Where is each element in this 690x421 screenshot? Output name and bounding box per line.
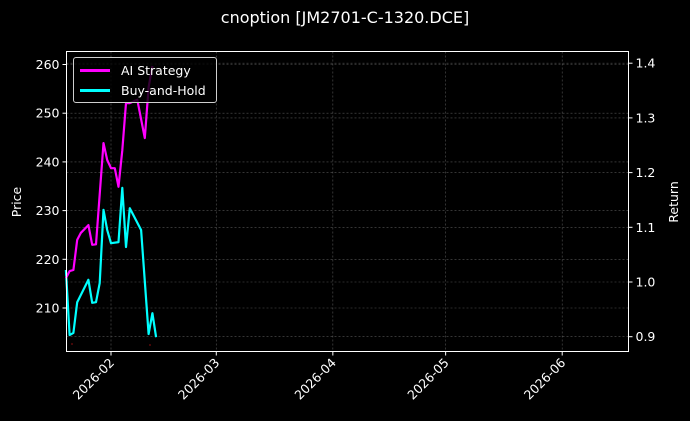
plot-frame (66, 51, 629, 352)
y-tick-label-right: 0.9 (636, 329, 656, 344)
y-tick-label-right: 1.3 (636, 110, 656, 125)
chart-title: cnoption [JM2701-C-1320.DCE] (220, 8, 470, 27)
y-tick-label-right: 1.2 (636, 165, 656, 180)
y-tick-label-right: 1.1 (636, 220, 656, 235)
legend-label: Buy-and-Hold (121, 82, 206, 98)
legend-item-ai-strategy: AI Strategy (80, 61, 191, 79)
y-axis-label-return: Return (666, 181, 681, 222)
x-tick-label: 2026-06 (521, 355, 569, 403)
y-tick-label: 250 (36, 106, 60, 121)
legend: AI Strategy Buy-and-Hold (73, 57, 217, 103)
x-tick-label: 2026-05 (404, 355, 452, 403)
x-tick-label: 2026-03 (175, 355, 223, 403)
x-axis: 2026-02 2026-03 2026-04 2026-05 2026-06 (70, 351, 569, 403)
y-tick-label-right: 1.4 (636, 56, 656, 71)
y-tick-label: 210 (36, 301, 60, 316)
legend-swatch-ai-strategy (80, 68, 110, 72)
y-tick-label: 240 (36, 154, 60, 169)
legend-swatch-buy-and-hold (80, 88, 110, 92)
legend-item-buy-and-hold: Buy-and-Hold (80, 81, 206, 99)
y-tick-label: 260 (36, 57, 60, 72)
y-axis-price: 210 220 230 240 250 260 (36, 57, 67, 316)
price-marker (149, 344, 151, 346)
price-marker (71, 343, 73, 345)
y-tick-label-right: 1.0 (636, 275, 656, 290)
grid-lines (66, 51, 629, 352)
legend-label: AI Strategy (121, 62, 191, 78)
y-tick-label: 230 (36, 203, 60, 218)
y-axis-return: 0.9 1.0 1.1 1.2 1.3 1.4 (628, 56, 656, 344)
series-line-buy-and-hold (64, 186, 158, 338)
x-tick-label: 2026-02 (70, 355, 118, 403)
x-tick-label: 2026-04 (291, 355, 339, 403)
y-axis-label-price: Price (9, 186, 24, 217)
y-tick-label: 220 (36, 252, 60, 267)
